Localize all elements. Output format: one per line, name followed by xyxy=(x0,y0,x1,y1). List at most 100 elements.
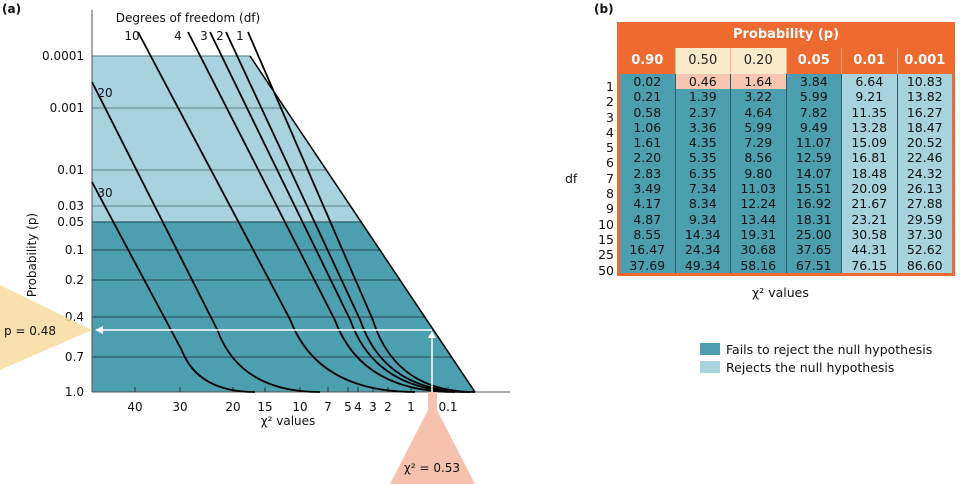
table-cell: 3.22 xyxy=(744,89,773,105)
table-cell: 67.51 xyxy=(795,257,832,273)
table-cell: 4.35 xyxy=(688,135,717,151)
column-header-0.001: 0.001 xyxy=(896,48,953,74)
table-column: 3.84 5.99 7.82 9.49 11.07 12.59 14.07 15.51 16.9… xyxy=(785,74,841,273)
table-cell: 8.34 xyxy=(688,196,717,212)
table-cell: 3.49 xyxy=(633,181,662,197)
df-row-label: 9 xyxy=(606,201,614,217)
table-cell: 37.65 xyxy=(795,242,832,258)
df-row-label: 50 xyxy=(598,262,614,278)
y-axis-title: Probability (p) xyxy=(25,213,39,297)
x-axis-title: χ² values xyxy=(261,414,316,428)
df-row-label: 7 xyxy=(606,170,614,186)
y-tick-label: 0.7 xyxy=(65,350,84,364)
table-cell: 5.35 xyxy=(688,150,717,166)
column-header-0.01: 0.01 xyxy=(841,48,897,74)
table-cell: 3.84 xyxy=(799,74,828,89)
table-cell: 15.51 xyxy=(795,181,832,197)
chi-arrow-head xyxy=(428,331,436,339)
df-label-20: 20 xyxy=(97,86,112,100)
table-cell: 23.21 xyxy=(851,211,888,227)
df-row-label: 6 xyxy=(606,155,614,171)
table-column: 0.46 1.39 2.37 3.36 4.35 5.35 6.35 7.34 8.34 9.34… xyxy=(674,74,730,273)
chi-square-table: Probability (p) 0.90 0.50 0.20 0.05 0.01 0.00… xyxy=(617,22,955,276)
y-tick-label: 0.001 xyxy=(50,101,84,115)
table-cell: 11.03 xyxy=(740,181,777,197)
table-cell: 0.46 xyxy=(675,74,730,90)
table-cell: 18.48 xyxy=(851,165,888,181)
y-tick-label: 0.2 xyxy=(65,273,84,287)
x-tick-label: 3 xyxy=(369,400,377,414)
table-cell: 37.30 xyxy=(906,226,943,242)
x-tick-label: 4 xyxy=(354,400,362,414)
table-row-header: df xyxy=(565,171,578,186)
table-cell: 24.34 xyxy=(684,242,721,258)
table-cell: 11.35 xyxy=(851,104,888,120)
table-x-label: χ² values xyxy=(752,285,809,300)
table-cell: 5.99 xyxy=(744,119,773,135)
table-column: 0.02 0.21 0.58 1.06 1.61 2.20 2.83 3.49 4.17 4.87… xyxy=(620,74,675,273)
table-cell: 37.69 xyxy=(629,257,666,273)
table-cell: 16.27 xyxy=(906,104,943,120)
table-column: 6.64 9.21 11.35 13.28 15.09 16.81 18.48 20.09 21… xyxy=(841,74,897,273)
table-cell: 12.59 xyxy=(795,150,832,166)
table-cell: 14.34 xyxy=(684,226,721,242)
df-label-4: 4 xyxy=(174,29,182,43)
df-label-2: 2 xyxy=(216,29,224,43)
x-tick-label: 10 xyxy=(292,400,307,414)
table-cell: 1.64 xyxy=(731,74,786,90)
reject-region xyxy=(92,56,362,222)
df-row-label: 2 xyxy=(606,94,614,110)
table-cell: 4.64 xyxy=(744,104,773,120)
df-label-10: 10 xyxy=(124,29,139,43)
df-curve-20 xyxy=(91,81,321,393)
panel-b-label: (b) xyxy=(594,2,614,16)
column-header-0.50: 0.50 xyxy=(674,48,730,74)
table-cell: 7.34 xyxy=(688,181,717,197)
x-tick-label: 30 xyxy=(172,400,187,414)
table-cell: 1.39 xyxy=(688,89,717,105)
table-cell: 0.02 xyxy=(633,74,662,89)
table-cell: 4.87 xyxy=(633,211,662,227)
boundary-line xyxy=(249,55,476,393)
table-cell: 25.00 xyxy=(795,226,832,242)
y-tick-label: 0.1 xyxy=(65,243,84,257)
table-column: 10.83 13.82 16.27 18.47 20.52 22.46 24.32 26.13… xyxy=(896,74,952,273)
table-cell: 29.59 xyxy=(906,211,943,227)
table-cell: 18.31 xyxy=(795,211,832,227)
table-cell: 86.60 xyxy=(906,257,943,273)
df-row-label: 8 xyxy=(606,186,614,202)
table-cell: 15.09 xyxy=(851,135,888,151)
table-cell: 9.34 xyxy=(688,211,717,227)
table-cell: 10.83 xyxy=(906,74,943,89)
df-label-1: 1 xyxy=(236,29,244,43)
legend-swatch-accept xyxy=(700,343,720,355)
table-cell: 13.82 xyxy=(906,89,943,105)
df-curve-3 xyxy=(209,31,466,393)
table-body: 0.02 0.21 0.58 1.06 1.61 2.20 2.83 3.49 4.17 4.87… xyxy=(620,74,952,273)
table-cell: 9.80 xyxy=(744,165,773,181)
table-cell: 8.55 xyxy=(633,226,662,242)
table-cell: 1.61 xyxy=(633,135,662,151)
table-cell: 9.49 xyxy=(799,119,828,135)
table-cell: 21.67 xyxy=(851,196,888,212)
table-cell: 12.24 xyxy=(740,196,777,212)
table-cell: 30.68 xyxy=(740,242,777,258)
x-tick-label: 0.1 xyxy=(438,400,457,414)
table-cell: 58.16 xyxy=(740,257,777,273)
table-cell: 6.64 xyxy=(855,74,884,89)
p-callout-label: p = 0.48 xyxy=(4,324,56,338)
y-tick-label: 0.05 xyxy=(57,215,84,229)
df-row-label: 3 xyxy=(606,109,614,125)
table-cell: 20.09 xyxy=(851,181,888,197)
table-cell: 2.20 xyxy=(633,150,662,166)
table-cell: 76.15 xyxy=(851,257,888,273)
x-tick-label: 40 xyxy=(127,400,142,414)
x-tick-label: 1 xyxy=(407,400,415,414)
table-title: Probability (p) xyxy=(732,27,840,42)
df-row-label: 25 xyxy=(598,247,614,263)
table-cell: 7.29 xyxy=(744,135,773,151)
table-cell: 44.31 xyxy=(851,242,888,258)
df-label-30: 30 xyxy=(97,186,112,200)
table-cell: 52.62 xyxy=(906,242,943,258)
table-cell: 16.81 xyxy=(851,150,888,166)
